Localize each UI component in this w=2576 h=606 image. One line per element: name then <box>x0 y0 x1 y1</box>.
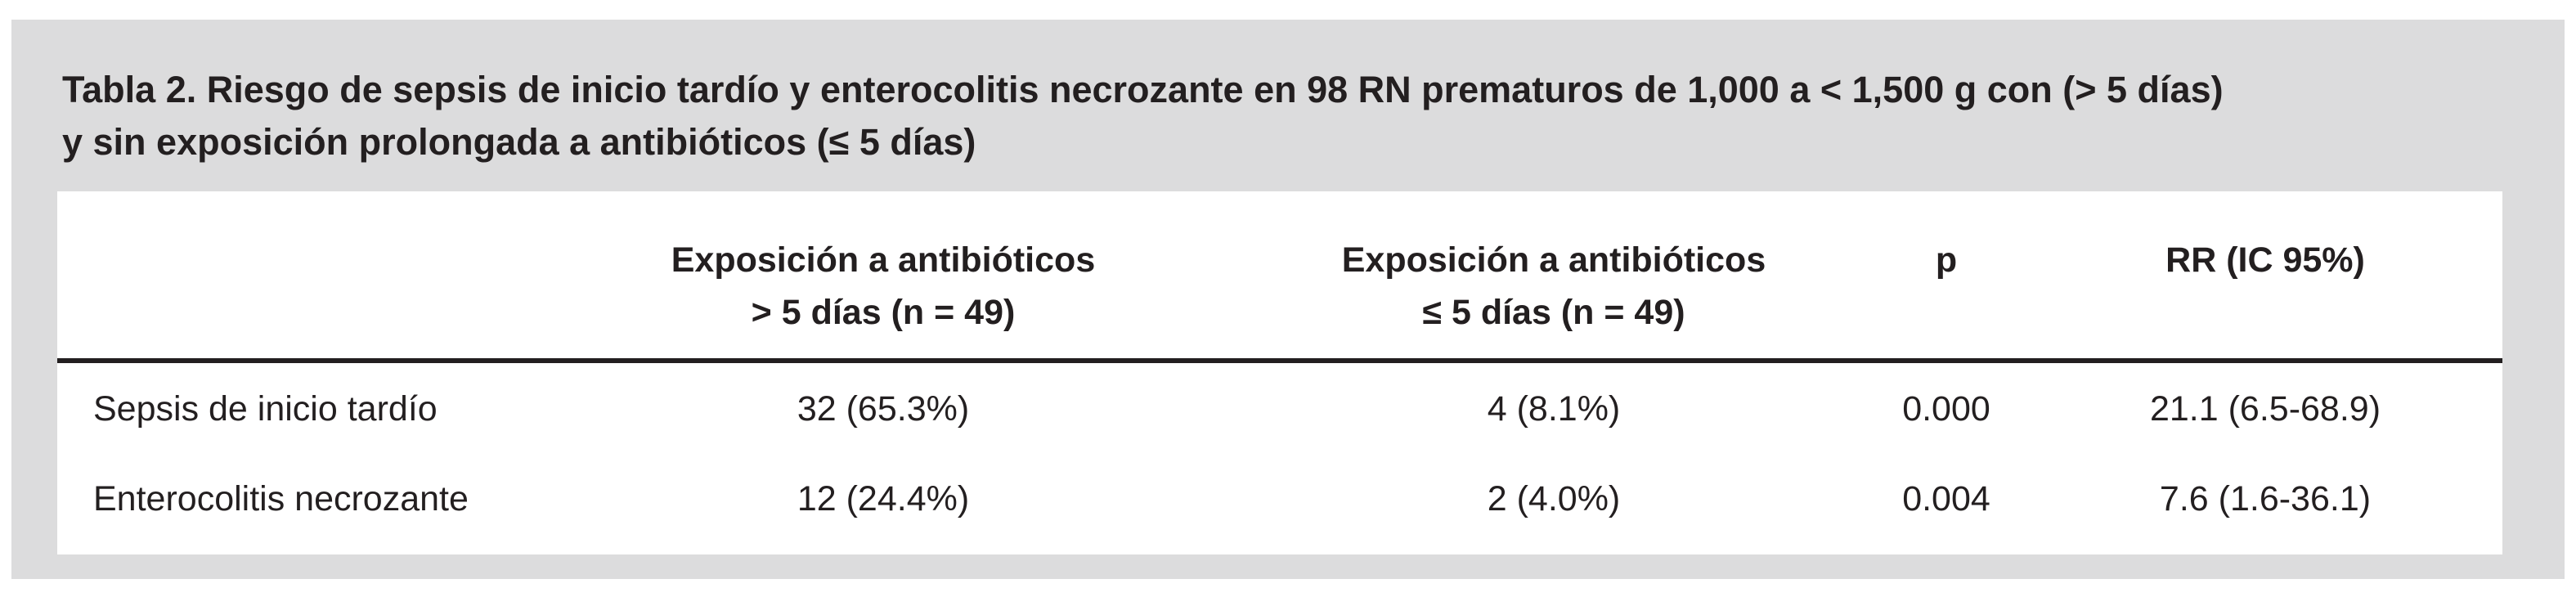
cell-p-value: 0.000 <box>1902 389 1990 429</box>
header-p-value-label: p <box>1935 240 1958 280</box>
header-exposure-le5-line1: Exposición a antibióticos <box>1341 240 1766 280</box>
results-table: Exposición a antibióticos > 5 días (n = … <box>57 191 2502 554</box>
header-relative-risk: RR (IC 95%) <box>2053 234 2478 286</box>
header-exposure-gt5-line2: > 5 días (n = 49) <box>751 293 1016 332</box>
table-caption: Tabla 2. Riesgo de sepsis de inicio tard… <box>62 64 2524 168</box>
cell-relative-risk: 7.6 (1.6-36.1) <box>2159 479 2372 518</box>
header-exposure-gt5-line1: Exposición a antibióticos <box>671 240 1096 280</box>
cell-exposure-le5: 4 (8.1%) <box>1487 389 1621 429</box>
cell-exposure-le5: 2 (4.0%) <box>1487 479 1621 518</box>
cell-p-value: 0.004 <box>1902 479 1990 518</box>
header-exposure-gt5: Exposición a antibióticos > 5 días (n = … <box>572 234 1194 339</box>
table-header-row: Exposición a antibióticos > 5 días (n = … <box>57 191 2502 363</box>
header-exposure-le5-line2: ≤ 5 días (n = 49) <box>1422 293 1685 332</box>
table-panel: Tabla 2. Riesgo de sepsis de inicio tard… <box>11 20 2565 579</box>
row-label: Enterocolitis necrozante <box>93 479 469 518</box>
row-label: Sepsis de inicio tardío <box>93 389 438 429</box>
caption-line-1: Tabla 2. Riesgo de sepsis de inicio tard… <box>62 69 2224 110</box>
cell-exposure-gt5: 32 (65.3%) <box>797 389 970 429</box>
table-row-enterocolitis: Enterocolitis necrozante 12 (24.4%) 2 (4… <box>57 453 2502 543</box>
header-exposure-le5: Exposición a antibióticos ≤ 5 días (n = … <box>1194 234 1914 339</box>
table-row-sepsis: Sepsis de inicio tardío 32 (65.3%) 4 (8.… <box>57 363 2502 453</box>
header-divider <box>57 358 2502 363</box>
cell-relative-risk: 21.1 (6.5-68.9) <box>2149 389 2381 429</box>
cell-exposure-gt5: 12 (24.4%) <box>797 479 970 518</box>
caption-line-2: y sin exposición prolongada a antibiótic… <box>62 121 976 163</box>
header-relative-risk-label: RR (IC 95%) <box>2165 240 2365 280</box>
header-p-value: p <box>1832 234 2061 286</box>
